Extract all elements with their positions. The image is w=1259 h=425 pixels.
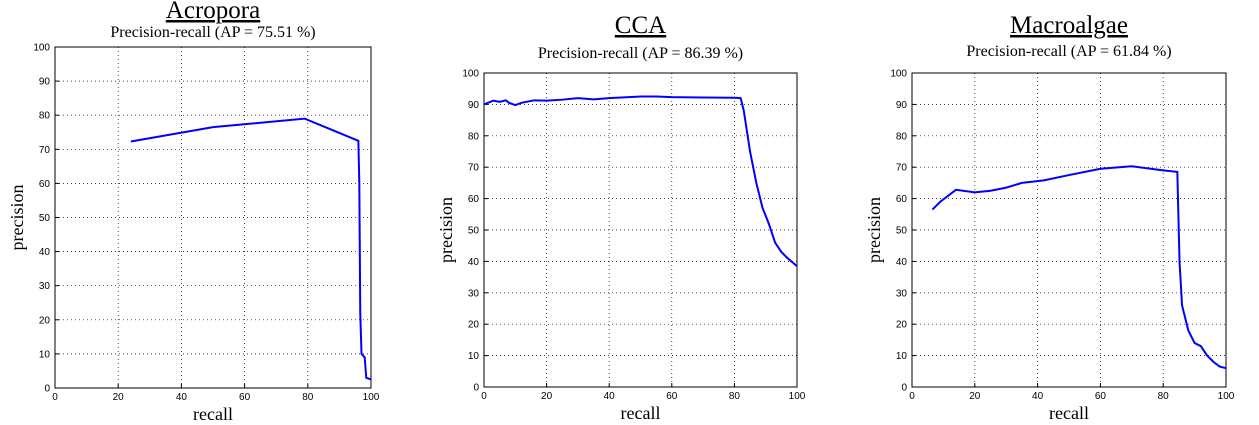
y-axis-label: precision: [864, 197, 884, 263]
y-tick-label: 60: [39, 179, 51, 190]
y-tick-label: 10: [896, 351, 908, 362]
y-tick-label: 70: [39, 145, 51, 156]
y-tick-label: 100: [890, 69, 907, 80]
x-tick-label: 20: [969, 391, 981, 402]
y-tick-label: 20: [468, 320, 480, 331]
y-tick-label: 30: [468, 288, 480, 299]
x-tick-label: 40: [604, 391, 616, 402]
y-tick-label: 20: [39, 315, 51, 326]
pr-curve: [931, 165, 1227, 370]
x-tick-label: 60: [1095, 391, 1107, 402]
y-tick-label: 0: [901, 383, 907, 394]
pr-curve: [130, 117, 372, 381]
y-tick-label: 80: [468, 131, 480, 142]
y-tick-label: 10: [39, 349, 51, 360]
y-tick-label: 30: [896, 288, 908, 299]
y-tick-label: 40: [896, 257, 908, 268]
chart-subtitle: Precision-recall (AP = 75.51 %): [110, 24, 315, 41]
chart-title: Acropora: [166, 0, 260, 24]
chart-subtitle: Precision-recall (AP = 61.84 %): [966, 43, 1171, 60]
y-tick-label: 0: [473, 383, 479, 394]
y-axis-label: precision: [436, 197, 456, 263]
y-tick-label: 10: [468, 351, 480, 362]
y-tick-label: 0: [44, 384, 50, 395]
x-tick-label: 0: [52, 392, 58, 403]
y-tick-label: 40: [39, 247, 51, 258]
x-tick-label: 100: [789, 391, 806, 402]
x-tick-label: 60: [239, 392, 251, 403]
y-tick-label: 70: [468, 163, 480, 174]
x-axis-label: recall: [1049, 403, 1089, 423]
x-tick-label: 20: [541, 391, 553, 402]
y-tick-label: 80: [896, 131, 908, 142]
y-tick-label: 30: [39, 281, 51, 292]
chart-title: CCA: [615, 12, 666, 39]
chart-title: Macroalgae: [1010, 12, 1128, 39]
axes-box: [911, 72, 1227, 388]
x-axis-label: recall: [193, 404, 233, 424]
chart-subtitle: Precision-recall (AP = 86.39 %): [538, 45, 743, 62]
y-tick-label: 50: [468, 226, 480, 237]
y-tick-label: 20: [896, 320, 908, 331]
x-tick-label: 60: [666, 391, 678, 402]
y-tick-label: 40: [468, 257, 480, 268]
y-tick-label: 90: [39, 77, 51, 88]
pr-curve: [483, 95, 798, 267]
y-tick-label: 100: [33, 43, 50, 54]
y-tick-label: 50: [39, 213, 51, 224]
y-tick-label: 100: [462, 69, 479, 80]
y-axis-label: precision: [7, 185, 27, 251]
x-tick-label: 20: [113, 392, 125, 403]
axes-box: [54, 46, 372, 389]
x-tick-label: 80: [729, 391, 741, 402]
y-tick-label: 90: [896, 100, 908, 111]
x-tick-label: 80: [302, 392, 314, 403]
x-tick-label: 40: [1032, 391, 1044, 402]
y-tick-label: 90: [468, 100, 480, 111]
x-axis-label: recall: [621, 403, 661, 423]
x-tick-label: 80: [1158, 391, 1170, 402]
x-tick-label: 0: [909, 391, 915, 402]
x-tick-label: 0: [481, 391, 487, 402]
y-tick-label: 60: [468, 194, 480, 205]
y-tick-label: 70: [896, 163, 908, 174]
x-tick-label: 40: [176, 392, 188, 403]
x-tick-label: 100: [1218, 391, 1235, 402]
x-tick-label: 100: [363, 392, 380, 403]
y-tick-label: 60: [896, 194, 908, 205]
axes-box: [483, 72, 798, 388]
y-tick-label: 80: [39, 111, 51, 122]
y-tick-label: 50: [896, 226, 908, 237]
